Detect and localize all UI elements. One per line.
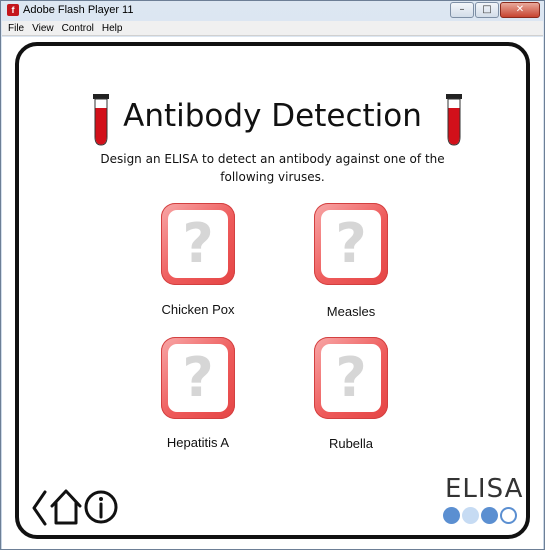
question-tile-inner: ? — [168, 344, 228, 412]
title-bar[interactable]: f Adobe Flash Player 11 – □ ✕ — [1, 1, 544, 21]
virus-label[interactable]: Rubella — [328, 436, 374, 451]
info-icon[interactable] — [84, 488, 118, 526]
menu-file[interactable]: File — [8, 23, 25, 34]
question-tile[interactable]: ? — [314, 203, 388, 285]
progress-dot — [481, 507, 498, 524]
flash-app-icon: f — [7, 4, 19, 16]
flash-content-area: Antibody Detection Design an ELISA to de… — [2, 37, 543, 549]
subtitle-line: Design an ELISA to detect an antibody ag… — [100, 152, 445, 166]
virus-option-measles[interactable]: ? — [314, 203, 388, 285]
question-mark-icon: ? — [335, 346, 367, 409]
back-arrow-icon[interactable] — [31, 490, 47, 526]
menu-bar: File View Control Help — [2, 21, 543, 36]
question-tile[interactable]: ? — [161, 203, 235, 285]
elisa-stage: Antibody Detection Design an ELISA to de… — [15, 42, 530, 539]
window-title: Adobe Flash Player 11 — [23, 4, 134, 16]
page-subtitle: Design an ELISA to detect an antibody ag… — [19, 150, 526, 186]
question-tile[interactable]: ? — [161, 337, 235, 419]
test-tube-icon — [446, 94, 462, 146]
question-mark-icon: ? — [182, 346, 214, 409]
question-mark-icon: ? — [182, 212, 214, 275]
progress-dot — [462, 507, 479, 524]
question-tile[interactable]: ? — [314, 337, 388, 419]
menu-help[interactable]: Help — [101, 23, 123, 34]
window-controls: – □ ✕ — [450, 2, 540, 18]
menu-control[interactable]: Control — [61, 23, 94, 34]
maximize-button[interactable]: □ — [475, 2, 499, 18]
virus-option-rubella[interactable]: ? — [314, 337, 388, 419]
home-icon[interactable] — [50, 488, 82, 526]
question-tile-inner: ? — [321, 210, 381, 278]
minimize-button[interactable]: – — [450, 2, 474, 18]
close-button[interactable]: ✕ — [500, 2, 540, 18]
question-tile-inner: ? — [168, 210, 228, 278]
question-mark-icon: ? — [335, 212, 367, 275]
virus-label[interactable]: Chicken Pox — [161, 302, 235, 317]
menu-view[interactable]: View — [32, 23, 54, 34]
progress-dot — [500, 507, 517, 524]
progress-dot — [443, 507, 460, 524]
progress-dots — [443, 507, 517, 524]
page-title: Antibody Detection — [123, 98, 422, 134]
question-tile-inner: ? — [321, 344, 381, 412]
test-tube-icon — [93, 94, 109, 146]
virus-option-chicken-pox[interactable]: ? — [161, 203, 235, 285]
subtitle-line: following viruses. — [220, 170, 325, 184]
virus-option-hepatitis-a[interactable]: ? — [161, 337, 235, 419]
virus-label[interactable]: Hepatitis A — [166, 435, 230, 450]
elisa-brand-text: ELISA — [445, 474, 524, 504]
virus-label[interactable]: Measles — [326, 304, 376, 319]
